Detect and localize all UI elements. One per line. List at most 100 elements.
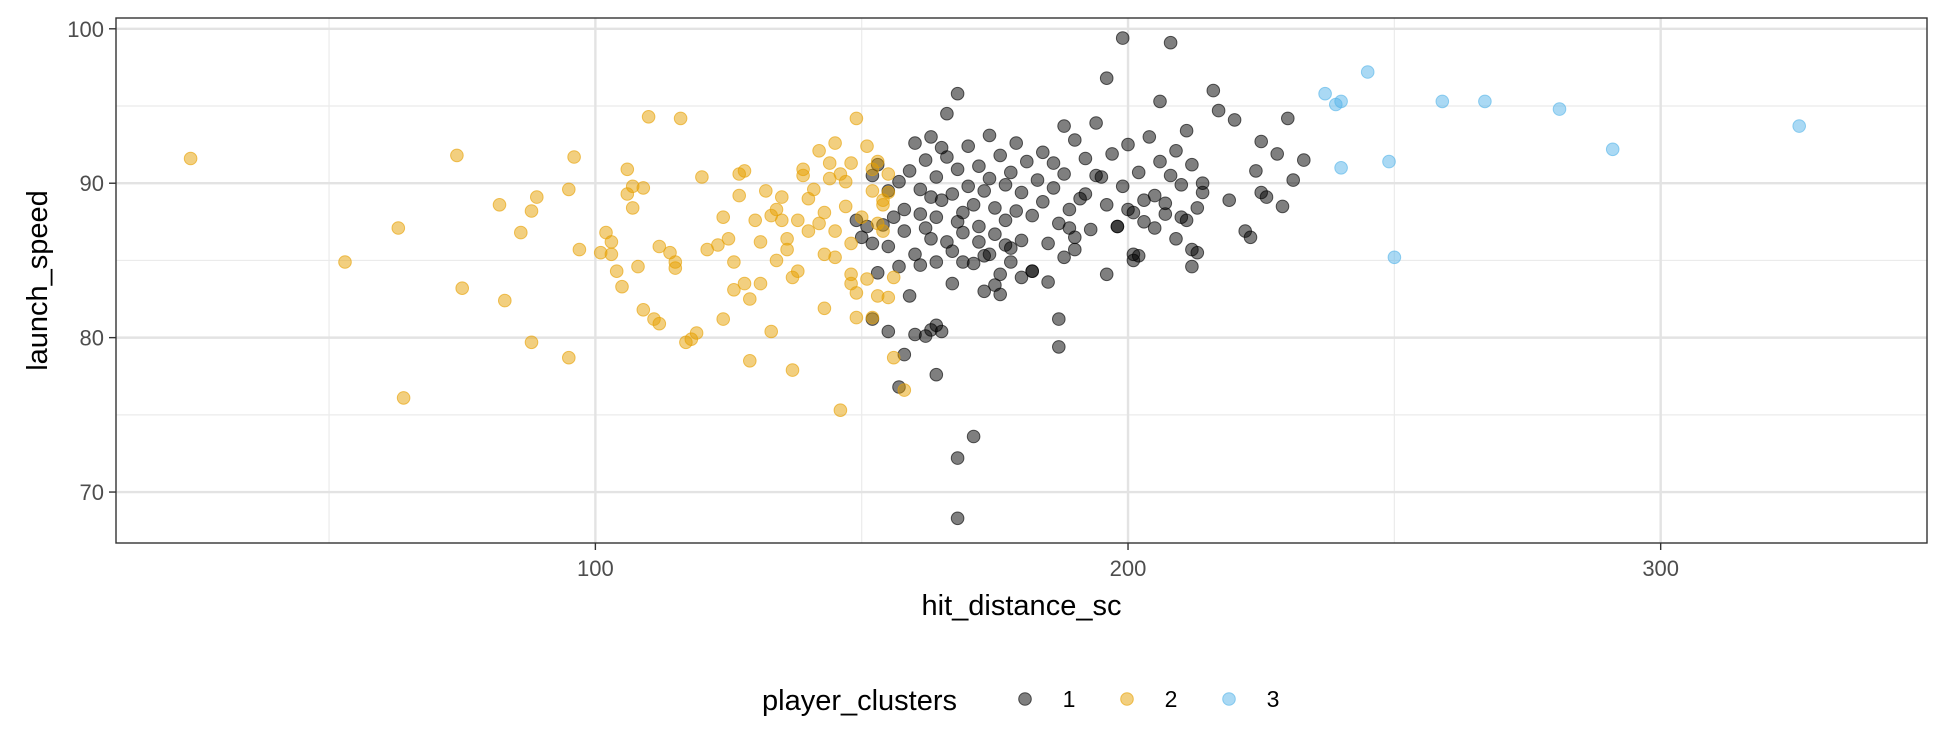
point-cluster-1: [966, 429, 981, 444]
point-cluster-1: [961, 139, 976, 153]
point-cluster-1: [918, 153, 933, 167]
point-cluster-1: [924, 232, 938, 246]
point-cluster-1: [982, 128, 997, 143]
point-cluster-2: [780, 242, 794, 257]
point-cluster-1: [1254, 134, 1268, 149]
point-cluster-2: [838, 174, 853, 189]
point-cluster-1: [945, 244, 960, 258]
point-cluster-1: [982, 247, 997, 262]
point-cluster-1: [945, 276, 960, 291]
point-cluster-1: [1158, 196, 1173, 211]
point-cluster-2: [455, 281, 470, 296]
point-cluster-1: [1020, 154, 1034, 169]
point-cluster-1: [1083, 222, 1098, 237]
point-cluster-1: [956, 255, 970, 269]
point-cluster-2: [753, 276, 768, 291]
point-cluster-1: [1089, 116, 1103, 130]
point-cluster-2: [652, 316, 667, 331]
point-cluster-1: [1126, 253, 1141, 268]
point-cluster-1: [1057, 167, 1071, 181]
point-cluster-1: [972, 219, 986, 234]
point-cluster-1: [934, 324, 949, 339]
point-cluster-1: [1041, 275, 1055, 289]
point-cluster-2: [796, 162, 810, 177]
point-cluster-2: [652, 239, 667, 254]
point-cluster-1: [1254, 185, 1268, 200]
point-cluster-1: [1222, 193, 1236, 207]
point-cluster-1: [1147, 221, 1162, 235]
legend-key-2: [1120, 692, 1134, 706]
point-cluster-1: [1142, 130, 1157, 144]
point-cluster-2: [396, 391, 411, 405]
point-cluster-1: [1036, 145, 1050, 160]
point-cluster-1: [1057, 250, 1071, 265]
point-cluster-2: [844, 236, 858, 251]
point-cluster-1: [977, 284, 992, 299]
point-cluster-2: [769, 253, 784, 268]
point-cluster-1: [1068, 242, 1082, 257]
point-cluster-1: [1068, 133, 1082, 147]
y-tick-label: 80: [80, 326, 104, 351]
point-cluster-1: [1009, 136, 1024, 150]
point-cluster-1: [897, 224, 912, 238]
point-cluster-2: [860, 139, 874, 153]
point-cluster-1: [924, 130, 938, 144]
point-cluster-1: [854, 230, 869, 245]
point-cluster-3: [1435, 94, 1450, 109]
point-cluster-1: [1115, 179, 1130, 194]
point-cluster-3: [1792, 119, 1806, 133]
point-cluster-1: [1025, 208, 1039, 223]
point-cluster-2: [625, 201, 640, 215]
point-cluster-1: [1014, 233, 1029, 248]
point-cluster-2: [854, 210, 869, 224]
y-axis-title: launch_speed: [22, 190, 54, 371]
point-cluster-1: [966, 198, 981, 212]
point-cluster-3: [1334, 161, 1348, 175]
point-cluster-2: [828, 224, 842, 238]
point-cluster-1: [950, 86, 965, 101]
point-cluster-1: [988, 201, 1002, 215]
point-cluster-2: [514, 225, 528, 240]
point-cluster-1: [892, 174, 906, 189]
point-cluster-1: [1163, 35, 1178, 50]
point-cluster-1: [982, 171, 997, 186]
point-cluster-2: [838, 199, 853, 214]
point-cluster-1: [1057, 119, 1071, 133]
point-cluster-1: [1227, 113, 1242, 127]
data-points: [183, 31, 1806, 526]
y-tick-label: 70: [80, 480, 104, 505]
point-cluster-2: [668, 255, 683, 269]
point-cluster-2: [524, 335, 539, 350]
y-tick-label: 100: [67, 17, 104, 42]
point-cluster-1: [1190, 201, 1205, 215]
point-cluster-2: [870, 154, 885, 169]
point-cluster-3: [1382, 154, 1396, 169]
point-cluster-2: [775, 190, 789, 204]
point-cluster-1: [1179, 213, 1194, 228]
point-cluster-1: [1036, 195, 1050, 209]
point-cluster-2: [801, 224, 816, 238]
point-cluster-2: [727, 283, 741, 297]
point-cluster-1: [940, 150, 954, 164]
point-cluster-2: [636, 303, 651, 317]
point-cluster-1: [1243, 230, 1258, 245]
point-cluster-1: [881, 239, 896, 254]
point-cluster-2: [812, 216, 826, 231]
point-cluster-2: [743, 292, 757, 306]
point-cluster-2: [732, 188, 747, 203]
x-axis: 100 200 300: [577, 543, 1679, 581]
point-cluster-1: [1099, 198, 1114, 212]
point-cluster-1: [972, 235, 986, 249]
legend-items: 1 2 3: [1018, 686, 1279, 712]
point-cluster-2: [604, 235, 619, 249]
point-cluster-1: [1025, 264, 1039, 279]
y-tick-label: 90: [80, 171, 104, 196]
point-cluster-2: [631, 259, 645, 274]
point-cluster-2: [785, 363, 800, 377]
point-cluster-1: [1297, 153, 1311, 167]
point-cluster-2: [833, 403, 848, 418]
point-cluster-1: [1195, 185, 1210, 200]
x-tick-label: 300: [1642, 556, 1679, 581]
point-cluster-2: [743, 354, 757, 368]
point-cluster-2: [391, 221, 406, 235]
